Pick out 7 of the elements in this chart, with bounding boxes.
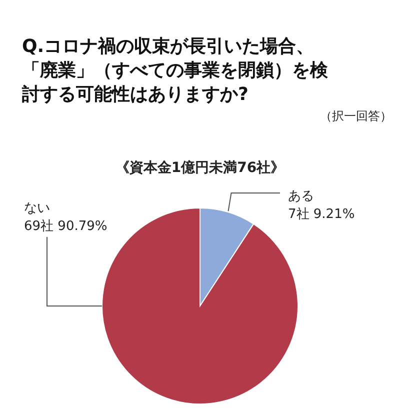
data-label: 69社 90.79% <box>24 219 108 234</box>
chart-title: Q.コロナ禍の収束が長引いた場合、「廃業」（すべての事業を閉鎖）を検討する可能性はありますか? <box>21 36 329 105</box>
chart-subtitle: 《資本金1億円未満76社》 <box>115 159 285 176</box>
slice-label: ない <box>24 201 50 216</box>
text: （択一回答） <box>320 109 392 123</box>
slice-label: ある <box>288 189 314 204</box>
data-label: 7社 9.21% <box>288 207 355 222</box>
